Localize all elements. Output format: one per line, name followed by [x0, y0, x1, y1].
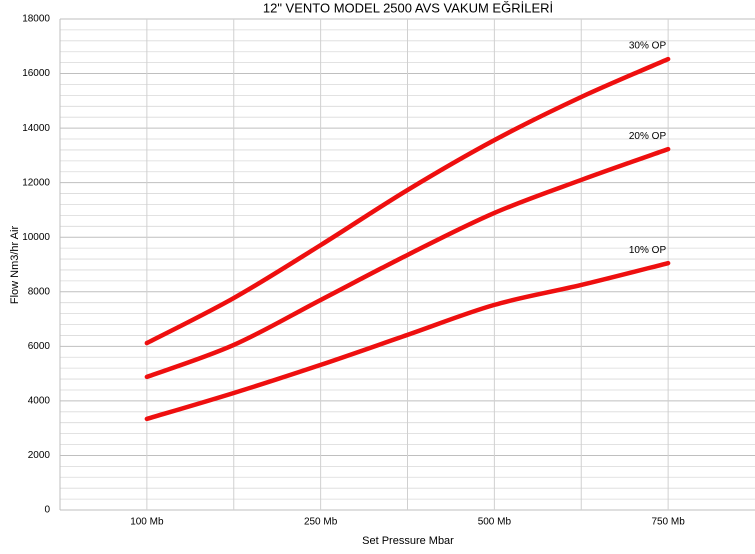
series-label: 20% OP: [629, 131, 667, 142]
series-label: 30% OP: [629, 41, 667, 52]
x-tick-label: 500 Mb: [478, 517, 512, 528]
y-axis-title: Flow Nm3/hr Air: [9, 226, 21, 305]
x-tick-label: 100 Mb: [130, 517, 164, 528]
y-tick-label: 8000: [28, 286, 51, 297]
series-line: [144, 146, 671, 380]
chart-title: 12" VENTO MODEL 2500 AVS VAKUM EĞRİLERİ: [263, 0, 553, 15]
series-line: [144, 56, 671, 346]
y-tick-label: 4000: [28, 396, 51, 407]
y-tick-label: 16000: [22, 68, 50, 79]
y-tick-label: 18000: [22, 14, 50, 25]
y-tick-label: 12000: [22, 177, 50, 188]
y-tick-label: 0: [44, 505, 50, 516]
x-tick-label: 250 Mb: [304, 517, 338, 528]
y-tick-label: 14000: [22, 123, 50, 134]
series-line: [144, 260, 671, 422]
y-tick-label: 10000: [22, 232, 50, 243]
series-label: 10% OP: [629, 245, 667, 256]
y-tick-label: 2000: [28, 450, 51, 461]
x-tick-label: 750 Mb: [651, 517, 685, 528]
y-tick-label: 6000: [28, 341, 51, 352]
x-axis-title: Set Pressure Mbar: [362, 535, 454, 547]
